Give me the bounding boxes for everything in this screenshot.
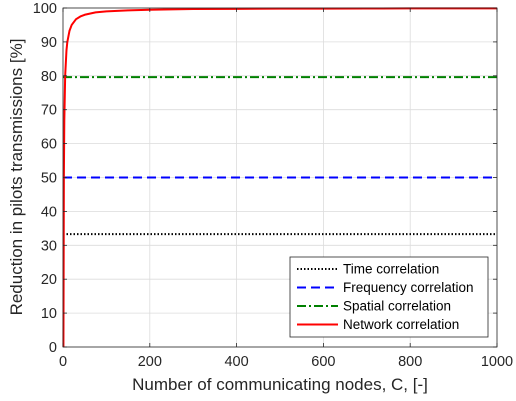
y-tick-label: 50	[41, 171, 57, 187]
legend-label-spatial-correlation: Spatial correlation	[343, 299, 451, 314]
legend-label-network-correlation: Network correlation	[343, 317, 459, 332]
y-tick-label: 70	[41, 103, 57, 119]
x-axis-label: Number of communicating nodes, C, [-]	[132, 375, 428, 394]
y-axis-label: Reduction in pilots transmissions [%]	[7, 39, 26, 316]
x-tick-label: 1000	[481, 354, 513, 370]
y-tick-label: 90	[41, 35, 57, 51]
y-tick-label: 30	[41, 238, 57, 254]
x-tick-label: 200	[138, 354, 162, 370]
series-layer	[62, 7, 498, 348]
y-tick-label: 40	[41, 204, 57, 220]
y-tick-label: 100	[33, 1, 57, 17]
y-tick-label: 0	[49, 340, 57, 356]
legend-label-frequency-correlation: Frequency correlation	[343, 280, 474, 295]
x-tick-label: 800	[398, 354, 422, 370]
x-tick-label: 600	[311, 354, 335, 370]
legend-label-time-correlation: Time correlation	[343, 262, 439, 277]
x-tick-label: 0	[59, 354, 67, 370]
ticks: 0 200 400 600 800 1000 0 10 20 30 40 50 60 70 80 90 100	[33, 1, 513, 370]
legend: Time correlation Frequency correlation Spa…	[289, 256, 489, 338]
y-tick-label: 20	[41, 272, 57, 288]
series-line-network-correlation	[62, 7, 498, 348]
x-tick-label: 400	[224, 354, 248, 370]
y-tick-label: 10	[41, 306, 57, 322]
y-tick-label: 60	[41, 137, 57, 153]
y-tick-label: 80	[41, 69, 57, 85]
